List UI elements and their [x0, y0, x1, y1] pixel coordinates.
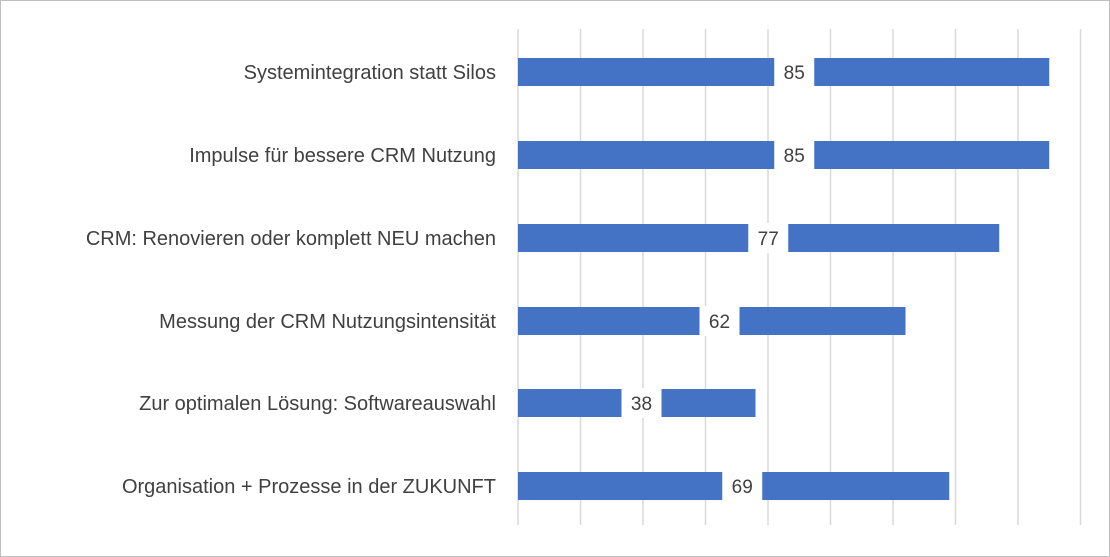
category-label: Systemintegration statt Silos [244, 62, 496, 84]
bar-row: 62 Messung der CRM Nutzungsintensität [159, 306, 906, 336]
data-label: 62 [709, 312, 730, 333]
data-label: 85 [784, 146, 805, 167]
data-label: 69 [732, 477, 753, 498]
bar-row: 77 CRM: Renovieren oder komplett NEU mach… [86, 223, 1000, 253]
data-label: 38 [631, 394, 652, 415]
data-label-background [722, 471, 763, 501]
category-label: CRM: Renovieren oder komplett NEU machen [86, 228, 496, 250]
data-label-background [699, 306, 740, 336]
category-label: Zur optimalen Lösung: Softwareauswahl [139, 393, 496, 415]
bar-row: 85 Impulse für bessere CRM Nutzung [189, 140, 1050, 170]
data-label-background [748, 223, 789, 253]
category-label: Impulse für bessere CRM Nutzung [189, 145, 496, 167]
gridlines [517, 29, 1082, 525]
category-label: Messung der CRM Nutzungsintensität [159, 311, 496, 333]
data-label-background [774, 57, 815, 87]
bar-row: 69 Organisation + Prozesse in der ZUKUNFT [122, 471, 950, 501]
category-label: Organisation + Prozesse in der ZUKUNFT [122, 476, 496, 498]
data-label-background [774, 140, 815, 170]
data-label: 85 [784, 63, 805, 84]
bar-row: 85 Systemintegration statt Silos [244, 57, 1050, 87]
data-label-background [621, 388, 662, 418]
bar-row: 38 Zur optimalen Lösung: Softwareauswahl [139, 388, 756, 418]
data-label: 77 [758, 229, 779, 250]
